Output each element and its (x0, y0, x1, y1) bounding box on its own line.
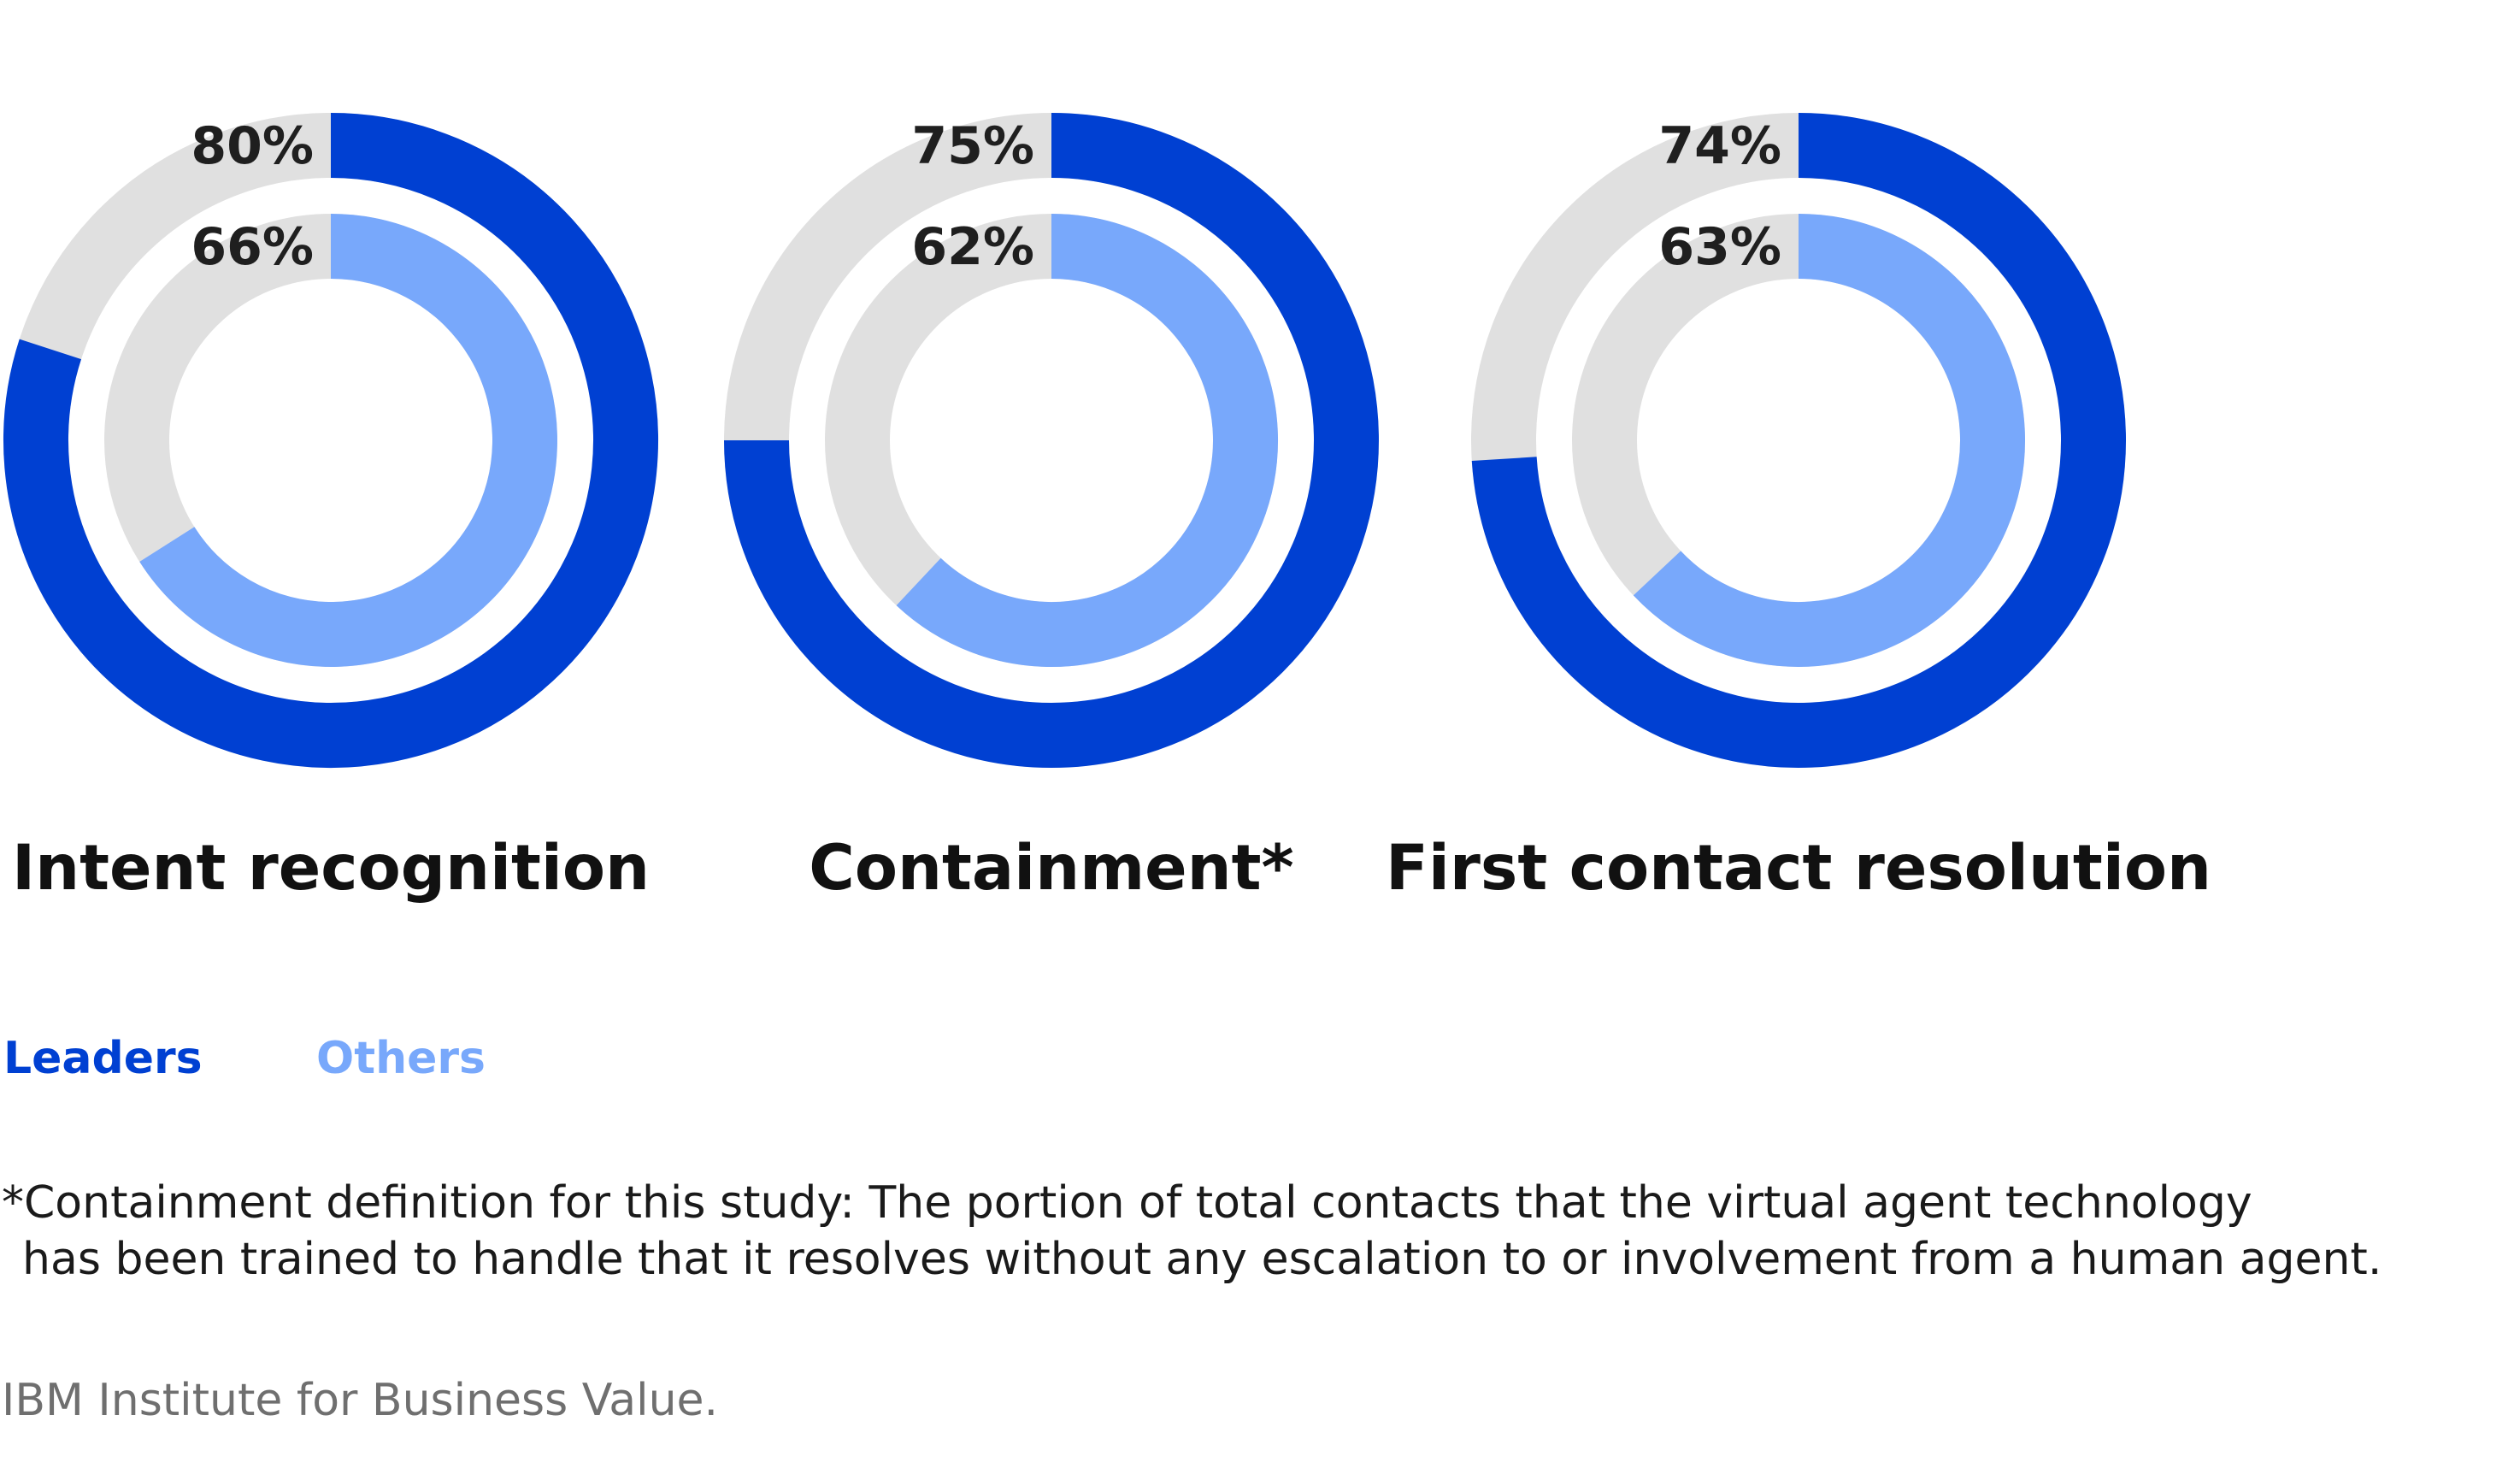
donut-group: 74% 63% First contact resolution (1386, 113, 2211, 905)
leaders-value-label: 80% (191, 116, 314, 176)
others-value-label: 62% (911, 217, 1034, 277)
leaders-value-label: 75% (911, 116, 1034, 176)
legend-others: Others (316, 1033, 486, 1084)
leaders-arc (724, 113, 1379, 768)
donut-group: 75% 62% Containment* (724, 113, 1379, 905)
others-arc (1633, 214, 2025, 667)
others-value-label: 66% (191, 217, 314, 277)
others-arc (139, 214, 557, 667)
donut-group: 80% 66% Intent recognition (3, 113, 658, 905)
leaders-arc (3, 113, 658, 768)
category-label: First contact resolution (1386, 832, 2211, 905)
category-label: Containment* (809, 832, 1293, 905)
source-credit: IBM Institute for Business Value. (2, 1375, 719, 1426)
footnote-line-2: has been trained to handle that it resol… (22, 1234, 2382, 1285)
category-label: Intent recognition (12, 832, 650, 905)
footnote: *Containment definition for this study: … (2, 1175, 2382, 1288)
others-value-label: 63% (1658, 217, 1781, 277)
others-arc (896, 214, 1278, 667)
leaders-value-label: 74% (1658, 116, 1781, 176)
legend-leaders: Leaders (3, 1033, 203, 1084)
leaders-arc (1471, 113, 2126, 768)
footnote-line-1: *Containment definition for this study: … (2, 1177, 2252, 1229)
